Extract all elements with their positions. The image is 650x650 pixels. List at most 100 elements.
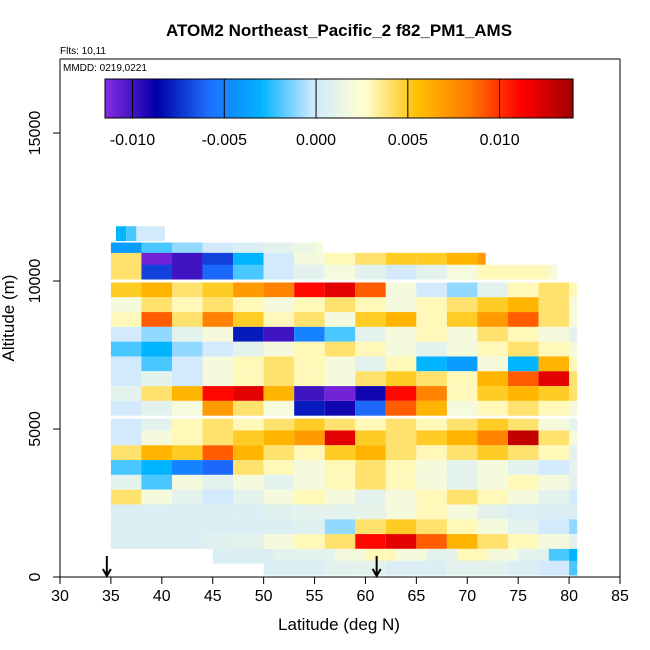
heatmap-cell [355,356,386,372]
heatmap-cell [385,418,417,434]
heatmap-cell [294,264,325,280]
heatmap-cell [110,445,142,461]
heatmap-cell [263,264,295,280]
heatmap-cell [385,460,417,475]
heatmap-cell [385,400,417,416]
heatmap-cell [233,264,264,280]
heatmap-cell [304,548,335,564]
flights-label: Flts: 10,11 [60,46,106,57]
y-axis-label: Altitude (m) [0,275,18,362]
colorbar-segment [198,79,203,118]
heatmap-cell [355,489,386,505]
heatmap-cell [477,371,508,387]
colorbar-segment [362,79,367,118]
heatmap-cell [355,264,386,280]
heatmap-cell [446,400,478,416]
heatmap-cell [233,282,264,298]
x-tick-label: 60 [357,588,375,605]
colorbar-segment [369,79,374,118]
x-tick-label: 55 [306,588,324,605]
heatmap-cell [172,252,203,268]
heatmap-cell [324,356,356,372]
heatmap-cell [110,474,142,490]
heatmap-cell [202,460,234,475]
colorbar-segment [435,79,440,118]
heatmap-cell [477,297,508,313]
heatmap-cell [385,297,417,313]
colorbar-segment [312,79,317,118]
colorbar-segment [211,79,216,118]
colorbar-segment [215,79,220,118]
heatmap-cell [477,252,486,268]
heatmap-cell [110,252,142,268]
heatmap-cell [172,356,203,372]
heatmap-cell [202,519,234,535]
latitude-markers [101,556,382,579]
y-tick-label: 10000 [27,259,44,304]
heatmap-cell [416,386,447,401]
heatmap-cell [172,341,203,357]
heatmap-cell [508,356,539,372]
heatmap-cell [385,341,417,357]
x-tick-label: 40 [153,588,171,605]
heatmap-cell [263,400,295,416]
heatmap-cell [233,430,264,446]
heatmap-cell [233,474,264,490]
heatmap-cell [446,264,478,280]
heatmap-cell [569,371,578,387]
colorbar-segment [385,79,390,118]
heatmap-cell [294,489,325,505]
colorbar-segment [532,79,537,118]
colorbar-segment [345,79,350,118]
heatmap-cell [233,489,264,505]
heatmap-cell [538,341,570,357]
heatmap-cell [416,534,447,549]
heatmap-cell [233,371,264,387]
colorbar-segment [379,79,384,118]
heatmap-cell [263,297,295,313]
heatmap-cell [416,430,447,446]
heatmap-cell [110,504,142,520]
heatmap-cell [416,400,447,416]
colorbar-segment [542,79,547,118]
heatmap-cell [141,534,172,549]
heatmap-cell [548,264,557,280]
heatmap-cell [263,326,295,342]
heatmap-cell [355,460,386,475]
colorbar-segment [402,79,407,118]
heatmap-cell [110,418,142,434]
heatmap-cell [324,489,356,505]
colorbar-segment [288,79,293,118]
heatmap-cell [141,519,172,535]
colorbar-segment [128,79,133,118]
colorbar-segment [185,79,190,118]
colorbar-segment [325,79,330,118]
heatmap-cell [172,474,203,490]
heatmap-cell [477,430,508,446]
heatmap-cell [355,430,386,446]
colorbar-segment [365,79,370,118]
colorbar-segment [282,79,287,118]
colorbar-segment [268,79,273,118]
heatmap-cell [355,504,386,520]
colorbar-segment [529,79,534,118]
heatmap-cell [294,460,325,475]
colorbar-segment [165,79,170,118]
heatmap-cell [314,242,323,258]
heatmap-cell [202,326,234,342]
colorbar-segment [191,79,196,118]
heatmap-cell [416,371,447,387]
colorbar-segment [161,79,166,118]
colorbar-segment [476,79,480,118]
colorbar-segment [292,79,297,118]
y-axis: 0 5000 10000 15000 [27,111,60,581]
colorbar-segment [315,79,320,118]
colorbar-segment [295,79,300,118]
heatmap-cell [477,534,508,549]
heatmap-cell [355,519,386,535]
colorbar-segment [412,79,417,118]
heatmap-cell [294,519,325,535]
colorbar-segment [318,79,323,118]
colorbar-segment [141,79,146,118]
colorbar-segment [536,79,541,118]
